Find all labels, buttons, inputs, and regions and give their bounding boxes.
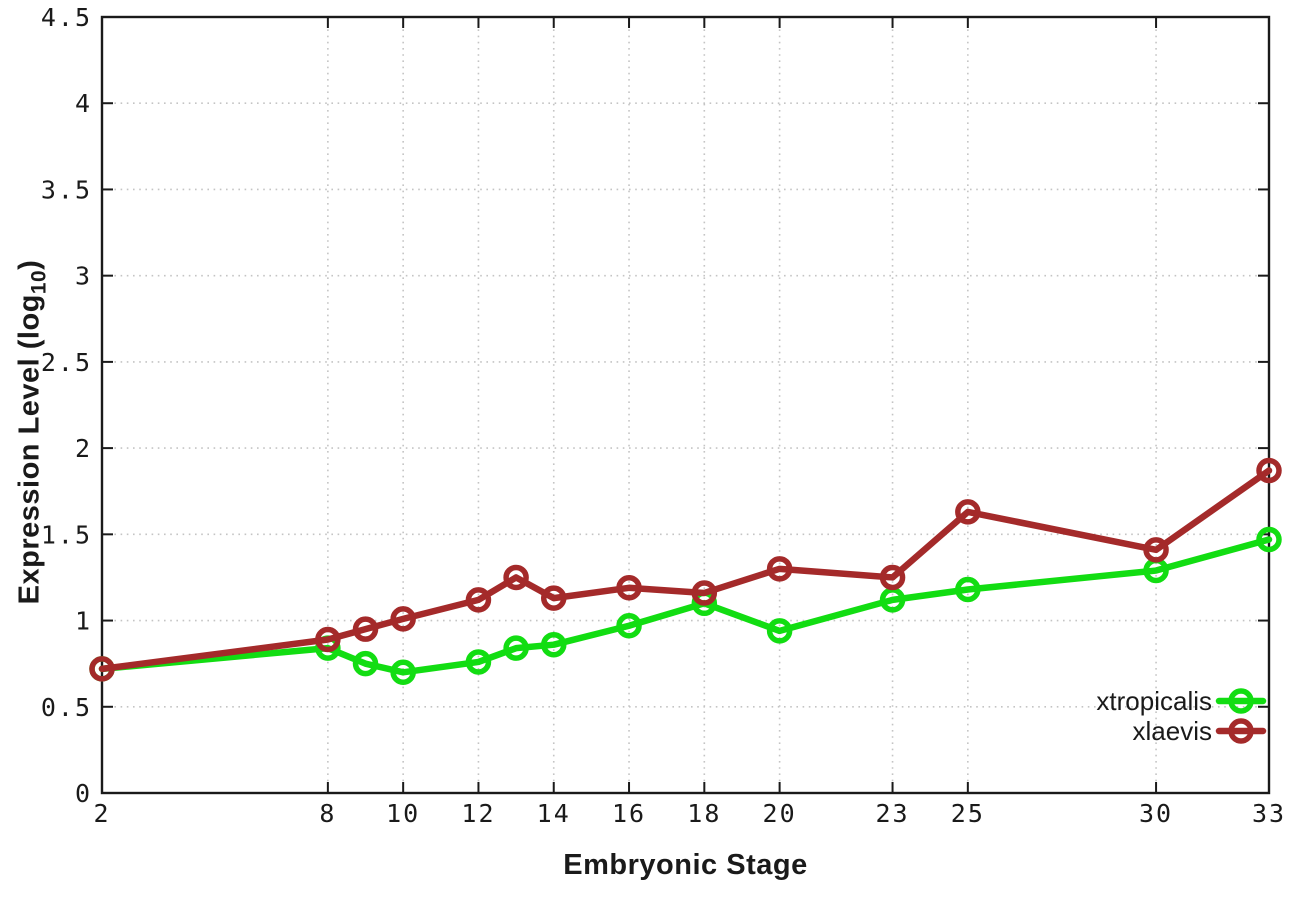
data-point-xlaevis <box>503 564 529 591</box>
x-tick-label: 33 <box>1252 799 1286 828</box>
data-point-xlaevis <box>315 626 341 653</box>
x-tick-label: 2 <box>93 799 110 828</box>
y-axis-title: Expression Level (log10) <box>13 259 51 605</box>
data-point-xlaevis <box>89 656 115 682</box>
data-point-xlaevis <box>465 587 492 613</box>
x-tick-label: 16 <box>612 799 646 828</box>
legend-sample-marker-xtropicalis <box>1228 688 1254 714</box>
y-tick-label: 0.5 <box>41 693 92 722</box>
y-tick-label: 1 <box>75 607 92 636</box>
series-line-xlaevis <box>98 467 1273 673</box>
y-tick-label: 4 <box>75 89 92 118</box>
legend-label-xlaevis: xlaevis <box>1133 716 1212 746</box>
data-point-xlaevis <box>879 564 906 591</box>
data-point-xtropicalis <box>616 612 642 639</box>
data-point-xlaevis <box>390 606 416 632</box>
x-tick-label: 23 <box>875 799 909 828</box>
data-point-xtropicalis <box>540 631 567 658</box>
y-tick-label: 4.5 <box>41 3 92 32</box>
x-tick-label: 20 <box>763 799 797 828</box>
y-axis-title-close: ) <box>13 259 46 270</box>
y-tick-label: 3.5 <box>41 175 92 204</box>
data-point-xlaevis <box>540 585 567 611</box>
data-point-xtropicalis <box>766 618 793 644</box>
plot-border <box>100 15 1271 795</box>
x-tick-label: 18 <box>687 799 721 828</box>
y-axis-title-main: Expression Level (log <box>13 294 46 605</box>
y-tick-label: 3 <box>75 262 92 291</box>
x-tick-label: 30 <box>1139 799 1173 828</box>
data-point-xtropicalis <box>390 659 416 686</box>
legend-label-xtropicalis: xtropicalis <box>1096 686 1212 716</box>
data-point-xlaevis <box>352 616 379 642</box>
x-tick-label: 8 <box>319 799 336 828</box>
legend-sample-marker-xlaevis <box>1228 718 1254 744</box>
x-tick-label: 14 <box>537 799 571 828</box>
x-tick-label: 25 <box>951 799 985 828</box>
data-point-xlaevis <box>1256 457 1282 484</box>
data-point-xlaevis <box>691 580 718 606</box>
data-point-xtropicalis <box>1256 526 1282 553</box>
y-tick-label: 2 <box>75 434 92 463</box>
data-point-xlaevis <box>955 499 981 525</box>
x-axis-title: Embryonic Stage <box>563 849 808 881</box>
data-point-xtropicalis <box>465 649 492 675</box>
data-point-xtropicalis <box>503 635 529 661</box>
x-tick-label: 10 <box>386 799 420 828</box>
data-point-xlaevis <box>766 556 793 582</box>
y-tick-label: 0 <box>75 779 92 808</box>
y-tick-label: 2.5 <box>41 348 92 377</box>
data-point-xtropicalis <box>352 650 379 677</box>
x-tick-label: 12 <box>461 799 495 828</box>
data-point-xlaevis <box>616 575 642 601</box>
series-line-xtropicalis <box>98 536 1273 676</box>
data-point-xtropicalis <box>955 576 981 603</box>
y-tick-label: 1.5 <box>41 520 92 549</box>
data-point-xlaevis <box>1143 537 1169 563</box>
y-axis-title-subscript: 10 <box>27 269 51 295</box>
